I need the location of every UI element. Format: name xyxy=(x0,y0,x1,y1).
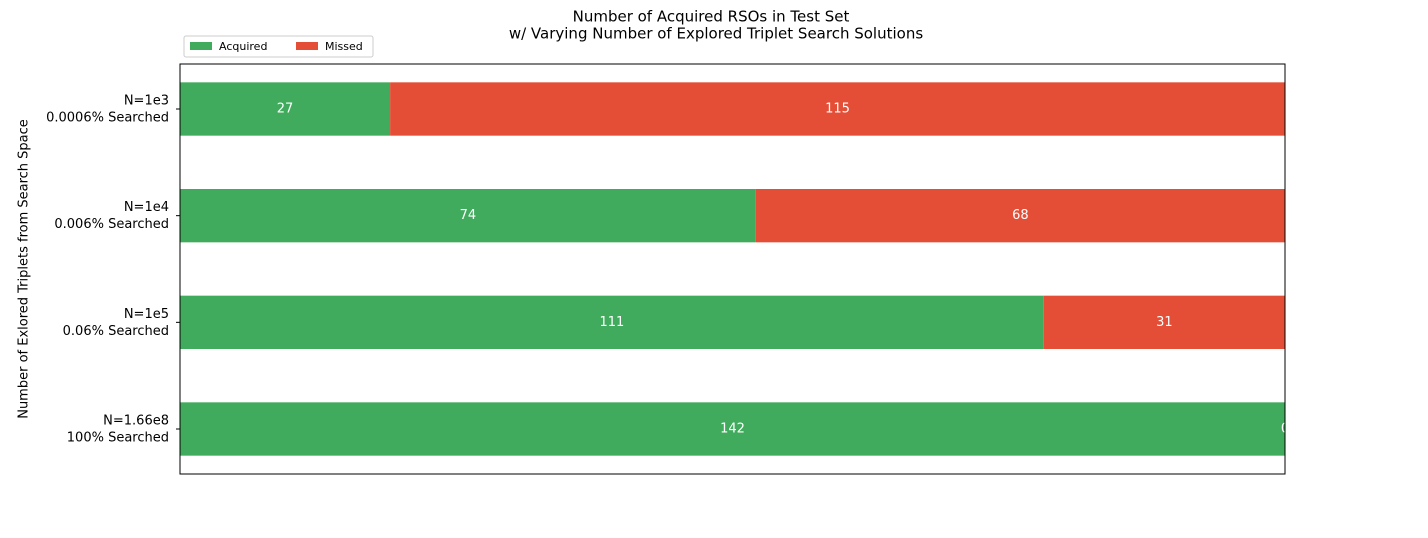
value-label: 115 xyxy=(825,102,850,117)
bar-segment xyxy=(390,82,1286,136)
bar-segment xyxy=(1043,295,1285,349)
value-label: 74 xyxy=(460,208,477,223)
legend-swatch xyxy=(190,42,212,50)
legend-label: Missed xyxy=(325,40,363,53)
value-label: 31 xyxy=(1156,315,1173,330)
y-axis-label: Number of Exlored Triplets from Search S… xyxy=(17,119,32,419)
chart-title: w/ Varying Number of Explored Triplet Se… xyxy=(509,25,923,43)
y-tick-label: N=1e3 xyxy=(124,94,169,109)
y-tick-label: N=1e5 xyxy=(124,307,169,322)
bar-segment xyxy=(180,82,391,136)
bar-segment xyxy=(755,189,1285,243)
y-tick-label: 0.0006% Searched xyxy=(46,111,169,126)
legend-box xyxy=(183,35,374,58)
y-tick-label: N=1.66e8 xyxy=(103,414,169,429)
bar-segment xyxy=(180,189,756,243)
chart-title: Number of Acquired RSOs in Test Set xyxy=(573,8,850,26)
value-label: 27 xyxy=(277,102,294,117)
y-tick-label: N=1e4 xyxy=(124,200,169,215)
bar-segment xyxy=(180,295,1044,349)
plot-frame xyxy=(179,63,1286,475)
y-tick-label: 0.06% Searched xyxy=(63,324,169,339)
value-label: 68 xyxy=(1012,208,1029,223)
value-label: 111 xyxy=(599,315,624,330)
legend-swatch xyxy=(296,42,318,50)
legend: Acquired Missed xyxy=(183,35,374,58)
value-label: 142 xyxy=(720,422,745,437)
y-tick-label: 100% Searched xyxy=(67,431,169,446)
bar-segment xyxy=(180,402,1285,456)
y-tick-label: 0.006% Searched xyxy=(54,217,169,232)
legend-label: Acquired xyxy=(219,40,267,53)
